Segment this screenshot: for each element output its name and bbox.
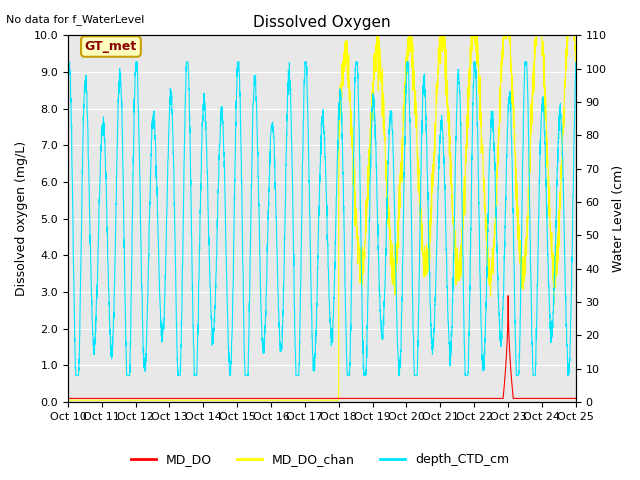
Text: No data for f_WaterLevel: No data for f_WaterLevel [6, 14, 145, 25]
Legend: MD_DO, MD_DO_chan, depth_CTD_cm: MD_DO, MD_DO_chan, depth_CTD_cm [126, 448, 514, 471]
Y-axis label: Dissolved oxygen (mg/L): Dissolved oxygen (mg/L) [15, 141, 28, 296]
Title: Dissolved Oxygen: Dissolved Oxygen [253, 15, 390, 30]
Text: GT_met: GT_met [85, 40, 137, 53]
Y-axis label: Water Level (cm): Water Level (cm) [612, 165, 625, 272]
